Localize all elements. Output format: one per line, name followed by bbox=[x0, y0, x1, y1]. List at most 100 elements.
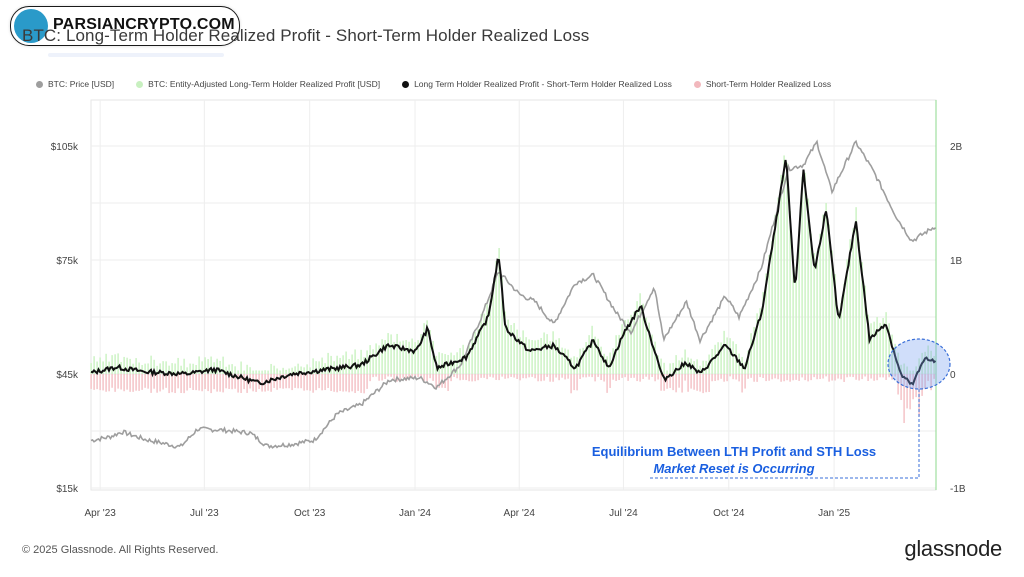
lth-profit-bar bbox=[420, 334, 422, 374]
legend-item-lth-profit[interactable]: BTC: Entity-Adjusted Long-Term Holder Re… bbox=[136, 79, 380, 89]
lth-profit-bar bbox=[96, 361, 98, 374]
sth-loss-bar bbox=[189, 374, 191, 388]
sth-loss-bar bbox=[633, 374, 635, 378]
lth-profit-bar bbox=[831, 250, 833, 374]
lth-profit-bar bbox=[642, 303, 644, 374]
sth-loss-bar bbox=[141, 374, 143, 390]
lth-profit-bar bbox=[282, 367, 284, 374]
sth-loss-bar bbox=[924, 374, 926, 390]
lth-profit-bar bbox=[726, 337, 728, 374]
sth-loss-bar bbox=[426, 374, 428, 382]
sth-loss-bar bbox=[735, 374, 737, 380]
lth-profit-bar bbox=[825, 202, 827, 374]
sth-loss-bar bbox=[111, 374, 113, 388]
sth-loss-bar bbox=[156, 374, 158, 393]
sth-loss-bar bbox=[210, 374, 212, 394]
lth-profit-bar bbox=[372, 349, 374, 374]
lth-profit-bar bbox=[699, 365, 701, 374]
sth-loss-bar bbox=[552, 374, 554, 382]
sth-loss-bar bbox=[519, 374, 521, 381]
sth-loss-bar bbox=[834, 374, 836, 381]
lth-profit-bar bbox=[564, 348, 566, 374]
lth-profit-bar bbox=[228, 364, 230, 374]
lth-profit-bar bbox=[210, 356, 212, 374]
lth-profit-bar bbox=[852, 228, 854, 374]
lth-profit-bar bbox=[456, 352, 458, 374]
lth-profit-bar bbox=[627, 319, 629, 374]
lth-profit-bar bbox=[258, 370, 260, 374]
sth-loss-bar bbox=[636, 374, 638, 382]
lth-profit-bar bbox=[591, 325, 593, 374]
sth-loss-bar bbox=[849, 374, 851, 377]
sth-loss-bar bbox=[882, 374, 884, 378]
sth-loss-bar bbox=[399, 374, 401, 380]
lth-profit-bar bbox=[654, 341, 656, 374]
sth-loss-bar bbox=[531, 374, 533, 377]
sth-loss-bar bbox=[900, 374, 902, 401]
sth-loss-bar bbox=[120, 374, 122, 390]
sth-loss-bar bbox=[627, 374, 629, 381]
sth-loss-bar bbox=[852, 374, 854, 378]
sth-loss-bar bbox=[654, 374, 656, 382]
sth-loss-bar bbox=[297, 374, 299, 389]
sth-loss-bar bbox=[231, 374, 233, 390]
x-tick-label: Apr '23 bbox=[84, 508, 116, 519]
sth-loss-bar bbox=[813, 374, 815, 378]
series-line-price bbox=[90, 139, 936, 450]
sth-loss-bar bbox=[750, 374, 752, 378]
sth-loss-bar bbox=[792, 374, 794, 381]
sth-loss-bar bbox=[879, 374, 881, 378]
sth-loss-bar bbox=[696, 374, 698, 391]
x-tick-label: Oct '24 bbox=[713, 508, 745, 519]
sth-loss-bar bbox=[180, 374, 182, 393]
lth-profit-bar bbox=[129, 358, 131, 374]
sth-loss-bar bbox=[708, 374, 710, 392]
lth-profit-bar bbox=[789, 211, 791, 374]
sth-loss-bar bbox=[768, 374, 770, 381]
lth-profit-bar bbox=[780, 174, 782, 374]
sth-loss-bar bbox=[468, 374, 470, 382]
sth-loss-bar bbox=[384, 374, 386, 379]
lth-profit-bar bbox=[762, 291, 764, 374]
lth-profit-bar bbox=[540, 337, 542, 374]
lth-profit-bar bbox=[408, 341, 410, 374]
lth-profit-bar bbox=[615, 335, 617, 374]
sth-loss-bar bbox=[225, 374, 227, 389]
lth-profit-bar bbox=[150, 355, 152, 374]
sth-loss-bar bbox=[723, 374, 725, 382]
legend-item-sth-loss[interactable]: Short-Term Holder Realized Loss bbox=[693, 79, 831, 89]
legend-item-price[interactable]: BTC: Price [USD] bbox=[36, 79, 114, 89]
sth-loss-bar bbox=[600, 374, 602, 381]
sth-loss-bar bbox=[456, 374, 458, 379]
sth-loss-bar bbox=[423, 374, 425, 382]
lth-profit-bar bbox=[702, 360, 704, 374]
lth-profit-bar bbox=[477, 328, 479, 374]
sth-loss-bar bbox=[498, 374, 500, 381]
lth-profit-bar bbox=[678, 360, 680, 374]
lth-profit-bar bbox=[816, 251, 818, 374]
lth-profit-bar bbox=[513, 323, 515, 374]
sth-loss-bar bbox=[747, 374, 749, 379]
lth-profit-bar bbox=[747, 350, 749, 374]
sth-loss-bar bbox=[318, 374, 320, 389]
lth-profit-bar bbox=[633, 311, 635, 374]
sth-loss-bar bbox=[417, 374, 419, 377]
lth-profit-bar bbox=[552, 331, 554, 374]
sth-loss-bar bbox=[453, 374, 455, 377]
sth-loss-bar bbox=[375, 374, 377, 377]
sth-loss-bar bbox=[765, 374, 767, 382]
lth-profit-bar bbox=[348, 358, 350, 374]
lth-profit-bar bbox=[414, 342, 416, 374]
sth-loss-bar bbox=[681, 374, 683, 393]
lth-profit-bar bbox=[300, 366, 302, 374]
sth-loss-bar bbox=[888, 374, 890, 378]
legend-item-net[interactable]: Long Term Holder Realized Profit - Short… bbox=[402, 79, 672, 89]
sth-loss-bars bbox=[90, 374, 935, 424]
sth-loss-bar bbox=[726, 374, 728, 382]
sth-loss-bar bbox=[90, 374, 92, 389]
legend-swatch-net bbox=[402, 80, 410, 88]
sth-loss-bar bbox=[114, 374, 116, 392]
sth-loss-bar bbox=[219, 374, 221, 392]
sth-loss-bar bbox=[402, 374, 404, 378]
lth-profit-bar bbox=[114, 354, 116, 374]
